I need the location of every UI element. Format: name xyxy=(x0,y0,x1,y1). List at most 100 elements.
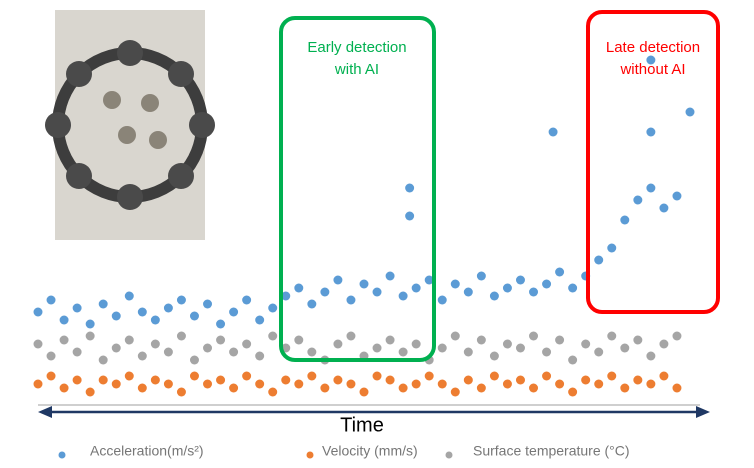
data-point xyxy=(112,312,121,321)
data-point xyxy=(360,388,369,397)
data-point xyxy=(568,284,577,293)
data-point xyxy=(346,296,355,305)
data-point xyxy=(568,388,577,397)
data-point xyxy=(125,336,134,345)
data-point xyxy=(549,128,558,137)
data-point xyxy=(451,388,460,397)
data-point xyxy=(490,372,499,381)
data-point xyxy=(151,340,160,349)
data-point xyxy=(34,380,43,389)
data-point xyxy=(164,304,173,313)
data-point xyxy=(542,348,551,357)
data-point xyxy=(555,268,564,277)
data-point xyxy=(294,336,303,345)
data-point xyxy=(151,376,160,385)
data-point xyxy=(125,292,134,301)
data-point xyxy=(177,296,186,305)
data-point xyxy=(34,340,43,349)
data-point xyxy=(386,336,395,345)
data-point xyxy=(386,272,395,281)
data-point xyxy=(646,184,655,193)
data-point xyxy=(346,332,355,341)
annotation: Late detection xyxy=(606,39,700,56)
data-point xyxy=(86,332,95,341)
data-point xyxy=(99,376,108,385)
data-point xyxy=(229,348,238,357)
data-point xyxy=(555,380,564,389)
data-point xyxy=(281,376,290,385)
data-point xyxy=(477,272,486,281)
data-point xyxy=(620,216,629,225)
annotation: with AI xyxy=(334,61,379,78)
data-point xyxy=(229,384,238,393)
data-point xyxy=(268,388,277,397)
data-point xyxy=(229,308,238,317)
data-point xyxy=(164,348,173,357)
chart: Time Early detectionwith AILate detectio… xyxy=(0,0,754,468)
data-point xyxy=(633,336,642,345)
data-point xyxy=(438,344,447,353)
data-point xyxy=(646,352,655,361)
data-point xyxy=(373,372,382,381)
data-point xyxy=(451,332,460,341)
data-point xyxy=(477,336,486,345)
data-point xyxy=(47,296,56,305)
data-point xyxy=(633,196,642,205)
data-point xyxy=(646,128,655,137)
data-point xyxy=(177,388,186,397)
data-point xyxy=(542,280,551,289)
data-point xyxy=(425,372,434,381)
legend-marker xyxy=(59,452,66,459)
data-point xyxy=(60,316,69,325)
data-point xyxy=(399,348,408,357)
data-point xyxy=(73,304,82,313)
legend-label: Surface temperature (°C) xyxy=(473,443,630,459)
data-point xyxy=(659,340,668,349)
data-point xyxy=(203,300,212,309)
data-point xyxy=(216,320,225,329)
data-point xyxy=(216,376,225,385)
data-point xyxy=(151,316,160,325)
data-point xyxy=(607,332,616,341)
data-point xyxy=(490,352,499,361)
data-point xyxy=(73,376,82,385)
data-point xyxy=(307,348,316,357)
data-point xyxy=(399,384,408,393)
data-point xyxy=(477,384,486,393)
data-point xyxy=(594,348,603,357)
data-point xyxy=(620,344,629,353)
data-point xyxy=(386,376,395,385)
data-point xyxy=(438,380,447,389)
data-point xyxy=(138,352,147,361)
data-point xyxy=(672,192,681,201)
data-point xyxy=(190,312,199,321)
data-point xyxy=(529,332,538,341)
data-point xyxy=(112,380,121,389)
data-point xyxy=(516,376,525,385)
data-point xyxy=(529,288,538,297)
data-point xyxy=(373,344,382,353)
data-point xyxy=(86,388,95,397)
data-point xyxy=(47,372,56,381)
data-point xyxy=(464,348,473,357)
data-point xyxy=(47,352,56,361)
data-point xyxy=(138,308,147,317)
annotation: without AI xyxy=(619,61,685,78)
data-point xyxy=(190,372,199,381)
data-point xyxy=(503,284,512,293)
data-point xyxy=(268,304,277,313)
data-point xyxy=(412,284,421,293)
data-point xyxy=(138,384,147,393)
photo xyxy=(45,10,215,240)
data-point xyxy=(164,380,173,389)
data-point xyxy=(412,380,421,389)
data-point xyxy=(294,380,303,389)
data-point xyxy=(438,296,447,305)
data-point xyxy=(405,212,414,221)
data-point xyxy=(112,344,121,353)
data-point xyxy=(73,348,82,357)
data-point xyxy=(503,340,512,349)
data-point xyxy=(607,372,616,381)
data-point xyxy=(646,380,655,389)
data-point xyxy=(99,300,108,309)
